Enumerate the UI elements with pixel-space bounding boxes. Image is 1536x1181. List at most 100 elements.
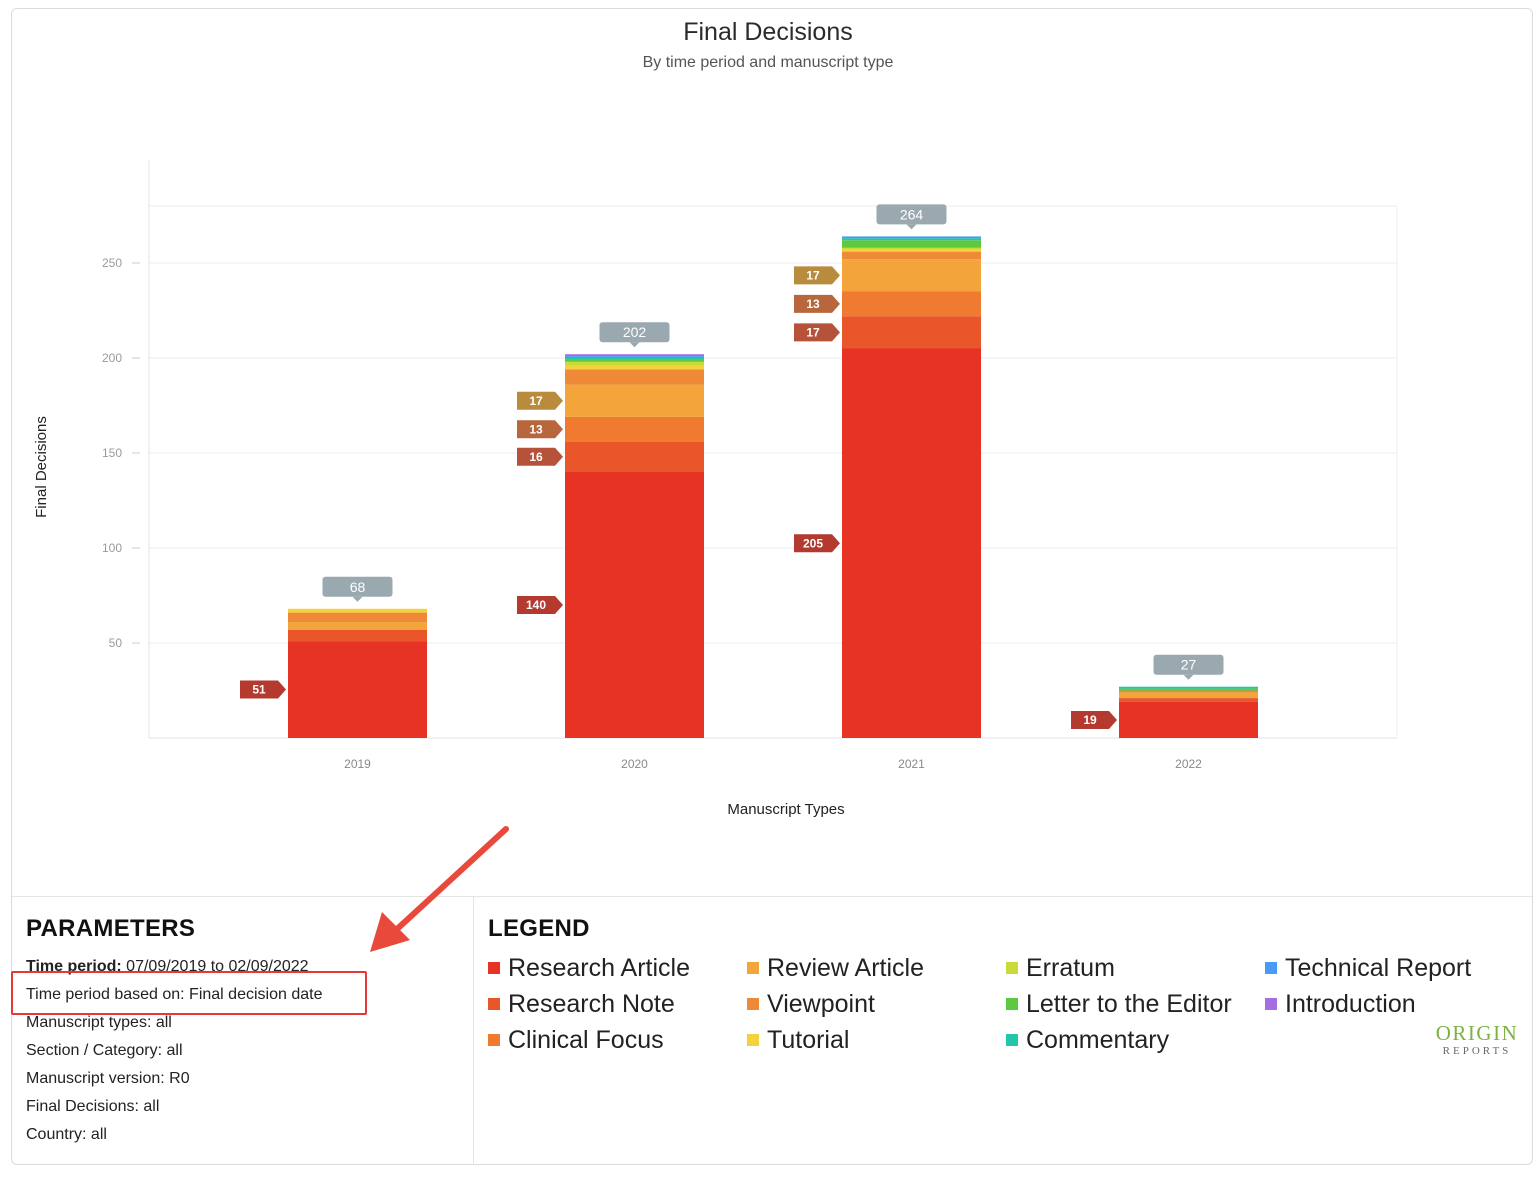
legend-item: Commentary <box>1006 1025 1265 1055</box>
param-section-category: Section / Category: all <box>26 1042 183 1059</box>
total-callout <box>876 204 947 225</box>
legend-label: Introduction <box>1285 989 1416 1018</box>
segment-value-callout <box>517 391 563 410</box>
segment-value-callout <box>794 294 840 313</box>
segment-value-label: 13 <box>806 297 820 311</box>
segment-value-callout <box>1071 710 1117 729</box>
bar-segment <box>1119 688 1258 691</box>
legend-item: Technical Report <box>1265 953 1524 983</box>
param-time-period-value: 07/09/2019 to 02/09/2022 <box>126 958 309 975</box>
param-manuscript-types: Manuscript types: all <box>26 1014 172 1031</box>
segment-value-label: 13 <box>529 422 543 436</box>
legend-label: Letter to the Editor <box>1026 989 1232 1018</box>
total-callout <box>322 576 393 597</box>
legend-panel: LEGEND Research Article Review Article Err… <box>488 915 1528 1055</box>
param-based-on: Time period based on: Final decision dat… <box>26 986 323 1003</box>
bar-segment <box>565 356 704 358</box>
bar-segment <box>842 259 981 292</box>
legend-swatch <box>1006 1034 1018 1046</box>
legend-label: Clinical Focus <box>508 1025 664 1054</box>
segment-value-label: 140 <box>526 598 546 612</box>
segment-value-label: 19 <box>1083 713 1097 727</box>
bar-segment <box>842 238 981 241</box>
bar-segment <box>288 608 427 613</box>
legend-item: Tutorial <box>747 1025 1006 1055</box>
legend-item: Research Article <box>488 953 747 983</box>
bar-segment <box>565 416 704 442</box>
legend-heading: LEGEND <box>488 915 590 942</box>
segment-value-label: 16 <box>529 450 543 464</box>
bar-segment <box>565 365 704 370</box>
legend-label: Research Article <box>508 953 691 982</box>
y-tick-label: 250 <box>102 256 122 270</box>
total-value-label: 68 <box>350 579 366 595</box>
segment-value-label: 17 <box>806 268 820 282</box>
segment-value-callout <box>517 596 563 614</box>
chart-subtitle: By time period and manuscript type <box>642 54 894 71</box>
logo-main-text: ORIGIN <box>1435 1021 1519 1045</box>
legend-swatch <box>1265 998 1277 1010</box>
legend-item: Letter to the Editor <box>1006 989 1265 1019</box>
bar-segment <box>1119 701 1258 738</box>
legend-item: Review Article <box>747 953 1006 983</box>
bar-segment <box>842 291 981 317</box>
bar-segment <box>1119 690 1258 693</box>
legend-swatch <box>747 998 759 1010</box>
legend-item: Viewpoint <box>747 989 1006 1019</box>
bar-segment <box>565 441 704 472</box>
segment-value-callout <box>240 680 286 699</box>
bar-segment <box>842 247 981 250</box>
bar-segment <box>288 629 427 642</box>
segment-value-callout <box>794 323 840 342</box>
bar-segment <box>288 622 427 630</box>
param-manuscript-version: Manuscript version: R0 <box>26 1070 190 1087</box>
legend-swatch <box>488 962 500 974</box>
legend-item: Introduction <box>1265 989 1524 1019</box>
legend-item: Erratum <box>1006 953 1265 983</box>
legend-swatch <box>488 1034 500 1046</box>
legend-swatch <box>1265 962 1277 974</box>
bar-segment <box>565 384 704 417</box>
logo-sub-text: REPORTS <box>1442 1045 1512 1057</box>
x-tick-label: 2019 <box>344 757 371 771</box>
legend-label: Commentary <box>1026 1025 1170 1054</box>
bar-segment <box>842 236 981 239</box>
bar-segment <box>565 369 704 385</box>
panel-divider <box>12 896 1532 897</box>
parameters-heading: PARAMETERS <box>26 915 196 942</box>
legend-swatch <box>747 962 759 974</box>
bar-segment <box>565 472 704 738</box>
segment-value-callout <box>794 266 840 285</box>
segment-value-label: 17 <box>529 394 543 408</box>
legend-swatch <box>1006 998 1018 1010</box>
total-callout-pointer <box>1183 674 1194 680</box>
segment-value-callout <box>517 420 563 439</box>
bar-segment <box>842 249 981 252</box>
origin-reports-logo: ORIGIN REPORTS <box>1432 1022 1522 1058</box>
legend-label: Technical Report <box>1285 953 1472 982</box>
panel-divider-vertical <box>473 897 474 1165</box>
x-tick-label: 2020 <box>621 757 648 771</box>
stacked-bar-chart: 50 100 150 200 250 Final Decisions Manuscript … <box>33 160 1398 818</box>
bar-segment <box>842 240 981 248</box>
param-time-period-label: Time period: <box>26 958 122 975</box>
total-value-label: 264 <box>900 206 924 222</box>
bar-segment <box>842 251 981 260</box>
highlight-box <box>11 971 367 1015</box>
bar-segment <box>1119 686 1258 689</box>
param-time-period: Time period: 07/09/2019 to 02/09/2022 <box>26 953 322 981</box>
y-tick-label: 150 <box>102 446 122 460</box>
bar-segment <box>842 348 981 738</box>
bar-segment <box>1119 698 1258 702</box>
total-callout-pointer <box>906 224 917 230</box>
total-value-label: 202 <box>623 324 647 340</box>
legend-label: Viewpoint <box>767 989 875 1018</box>
parameters-panel: PARAMETERS Time period: 07/09/2019 to 02… <box>26 915 322 1149</box>
legend-label: Erratum <box>1026 953 1115 982</box>
total-callout-pointer <box>629 342 640 348</box>
bar-segment <box>565 361 704 366</box>
bar-segment <box>288 612 427 623</box>
segment-value-callout <box>794 534 840 553</box>
legend-grid: Research Article Review Article Erratum Tec… <box>488 953 1528 1055</box>
x-tick-label: 2022 <box>1175 757 1202 771</box>
